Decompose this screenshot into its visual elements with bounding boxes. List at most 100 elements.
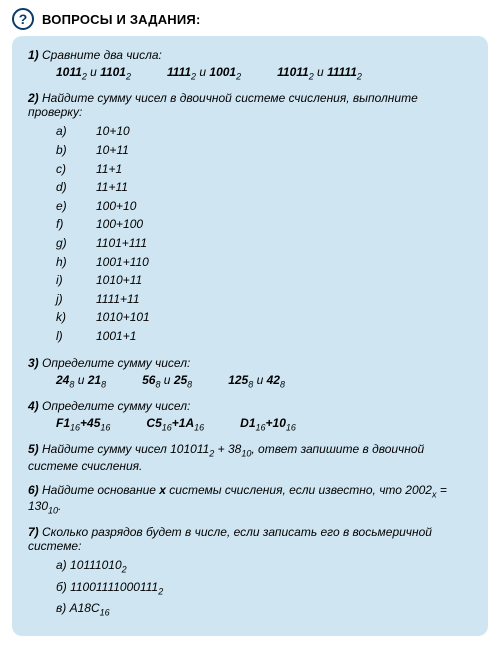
t2-item-8-label: i) — [56, 271, 96, 290]
t2-item-4-value: 100+10 — [96, 197, 136, 216]
t6-mid: системы счисления, если известно, что — [166, 483, 405, 497]
t6-post: . — [58, 499, 61, 513]
task-7-list: а) 101110102б) 110011110001112в) A18C16 — [28, 556, 472, 620]
t7-item-0: а) 101110102 — [28, 556, 472, 577]
header: ? ВОПРОСЫ И ЗАДАНИЯ: — [12, 8, 488, 30]
task-4: 4) Определите сумму чисел: F116+4516 C51… — [28, 399, 472, 432]
task-4-head: 4) Определите сумму чисел: — [28, 399, 472, 413]
t2-item-6-label: g) — [56, 234, 96, 253]
t7-item-0-value: 10111010 — [70, 558, 122, 572]
task-1-text: Сравните два числа: — [42, 48, 162, 62]
t2-item-0-label: a) — [56, 122, 96, 141]
t2-item-9-value: 1111+11 — [96, 290, 140, 309]
t2-item-8-value: 1010+11 — [96, 271, 142, 290]
t2-item-5-label: f) — [56, 215, 96, 234]
t2-item-7-label: h) — [56, 253, 96, 272]
t6-bb: 10 — [48, 505, 58, 515]
t6-x: x — [159, 483, 166, 497]
task-7-head: 7) Сколько разрядов будет в числе, если … — [28, 525, 472, 553]
t7-item-0-sub: 2 — [122, 565, 127, 575]
task-3-head: 3) Определите сумму чисел: — [28, 356, 472, 370]
task-6-num: 6) — [28, 483, 39, 497]
t3-pair-2: 1258 и 428 — [228, 373, 285, 389]
t6-b: 130 — [28, 499, 48, 513]
task-1-num: 1) — [28, 48, 39, 62]
t5-a: 101011 — [170, 442, 209, 456]
question-mark-icon: ? — [12, 8, 34, 30]
t7-item-2-sub: 16 — [100, 608, 110, 618]
t2-item-4: e)100+10 — [28, 197, 472, 216]
task-6: 6) Найдите основание x системы счисления… — [28, 483, 472, 516]
t1-pair-0: 10112 и 11012 — [56, 65, 131, 81]
task-4-row: F116+4516 C516+1A16 D116+1016 — [28, 416, 472, 432]
page-title: ВОПРОСЫ И ЗАДАНИЯ: — [42, 12, 200, 27]
t2-item-10-value: 1010+101 — [96, 308, 150, 327]
t2-item-5: f)100+100 — [28, 215, 472, 234]
t2-item-6: g)1101+111 — [28, 234, 472, 253]
task-2-text: Найдите сумму чисел в двоичной системе с… — [28, 91, 418, 119]
t2-item-0: a)10+10 — [28, 122, 472, 141]
t2-item-2-label: c) — [56, 160, 96, 179]
t2-item-4-label: e) — [56, 197, 96, 216]
t7-item-1-label: б) — [56, 580, 70, 594]
content-panel: 1) Сравните два числа: 10112 и 11012 111… — [12, 36, 488, 636]
t6-eq: = — [436, 483, 446, 497]
t2-item-3: d)11+11 — [28, 178, 472, 197]
t7-item-1: б) 110011110001112 — [28, 578, 472, 599]
t2-item-2: c)11+1 — [28, 160, 472, 179]
task-7-text: Сколько разрядов будет в числе, если зап… — [28, 525, 432, 553]
page: ? ВОПРОСЫ И ЗАДАНИЯ: 1) Сравните два чис… — [0, 0, 500, 650]
t6-a: 2002 — [405, 483, 432, 497]
t5-b: 38 — [228, 442, 241, 456]
t2-item-7: h)1001+110 — [28, 253, 472, 272]
t2-item-1-value: 10+11 — [96, 141, 129, 160]
t4-pair-1: C516+1A16 — [146, 416, 204, 432]
t2-item-7-value: 1001+110 — [96, 253, 149, 272]
t7-item-1-sub: 2 — [158, 586, 163, 596]
task-2-list: a)10+10b)10+11c)11+1d)11+11e)100+10f)100… — [28, 122, 472, 345]
t1-pair-1: 11112 и 10012 — [167, 65, 241, 81]
t2-item-3-label: d) — [56, 178, 96, 197]
t2-item-1-label: b) — [56, 141, 96, 160]
t2-item-1: b)10+11 — [28, 141, 472, 160]
t2-item-9: j)1111+11 — [28, 290, 472, 309]
t7-item-2: в) A18C16 — [28, 599, 472, 620]
task-1-head: 1) Сравните два числа: — [28, 48, 472, 62]
task-4-num: 4) — [28, 399, 39, 413]
t7-item-0-label: а) — [56, 558, 70, 572]
task-7-num: 7) — [28, 525, 39, 539]
t3-pair-0: 248 и 218 — [56, 373, 106, 389]
t4-pair-0: F116+4516 — [56, 416, 110, 432]
task-7: 7) Сколько разрядов будет в числе, если … — [28, 525, 472, 620]
t5-bb: 10 — [241, 449, 251, 459]
t2-item-6-value: 1101+111 — [96, 234, 147, 253]
t2-item-10-label: k) — [56, 308, 96, 327]
task-3-num: 3) — [28, 356, 39, 370]
t2-item-10: k)1010+101 — [28, 308, 472, 327]
t2-item-3-value: 11+11 — [96, 178, 128, 197]
task-3: 3) Определите сумму чисел: 248 и 218 568… — [28, 356, 472, 389]
t7-item-1-value: 11001111000111 — [70, 580, 158, 594]
t5-plus: + — [214, 442, 228, 456]
task-2: 2) Найдите сумму чисел в двоичной систем… — [28, 91, 472, 345]
t2-item-11-label: l) — [56, 327, 96, 346]
t7-item-2-value: A18C — [70, 601, 100, 615]
t3-pair-1: 568 и 258 — [142, 373, 192, 389]
task-3-text: Определите сумму чисел: — [42, 356, 190, 370]
task-3-row: 248 и 218 568 и 258 1258 и 428 — [28, 373, 472, 389]
task-1-row: 10112 и 11012 11112 и 10012 110112 и 111… — [28, 65, 472, 81]
task-5-num: 5) — [28, 442, 39, 456]
task-2-head: 2) Найдите сумму чисел в двоичной систем… — [28, 91, 472, 119]
t7-item-2-label: в) — [56, 601, 70, 615]
t2-item-11: l)1001+1 — [28, 327, 472, 346]
task-1: 1) Сравните два числа: 10112 и 11012 111… — [28, 48, 472, 81]
task-5: 5) Найдите сумму чисел 1010112 + 3810, о… — [28, 442, 472, 472]
t5-pre: Найдите сумму чисел — [42, 442, 170, 456]
task-4-text: Определите сумму чисел: — [42, 399, 190, 413]
t4-pair-2: D116+1016 — [240, 416, 296, 432]
t2-item-11-value: 1001+1 — [96, 327, 136, 346]
t2-item-5-value: 100+100 — [96, 215, 143, 234]
t2-item-0-value: 10+10 — [96, 122, 130, 141]
t2-item-2-value: 11+1 — [96, 160, 122, 179]
task-2-num: 2) — [28, 91, 39, 105]
